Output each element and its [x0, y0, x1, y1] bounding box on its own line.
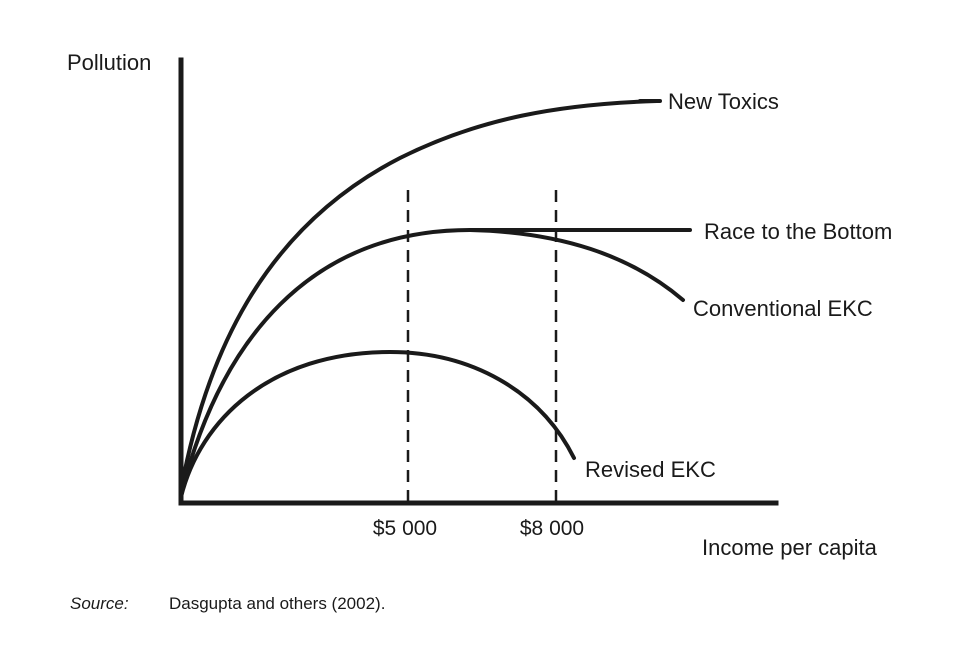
y-axis-label: Pollution [67, 50, 151, 75]
label-new-toxics: New Toxics [668, 89, 779, 114]
source-text: Dasgupta and others (2002). [169, 594, 385, 613]
curve-revised-ekc [179, 349, 576, 499]
label-conventional-ekc: Conventional EKC [693, 296, 873, 321]
x-axis-label: Income per capita [702, 535, 878, 560]
curve-conventional-ekc [468, 228, 685, 302]
label-revised-ekc: Revised EKC [585, 457, 716, 482]
label-race-to-bottom: Race to the Bottom [704, 219, 892, 244]
x-tick-8000: $8 000 [520, 517, 584, 540]
source-label: Source: [70, 594, 129, 613]
x-tick-5000: $5 000 [373, 517, 437, 540]
curve-race-to-bottom [179, 228, 692, 497]
curve-new-toxics [179, 99, 659, 492]
